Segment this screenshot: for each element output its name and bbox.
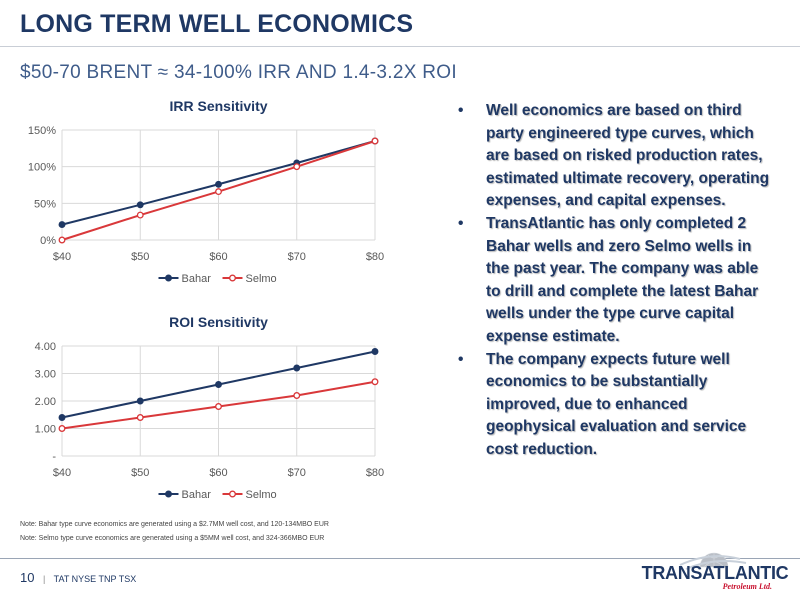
- chart-svg: IRR Sensitivity 0% 50% 100% 150% $40 $50 $60 $70…: [28, 98, 384, 285]
- legend-marker-selmo: [229, 490, 236, 498]
- logo-wordmark: TRANSATLANTIC: [642, 563, 789, 583]
- x-tick-label: $50: [131, 467, 149, 479]
- legend-marker-bahar: [165, 274, 172, 282]
- data-point-selmo: [371, 378, 379, 386]
- page-subtitle: $50-70 BRENT ≈ 34-100% IRR AND 1.4-3.2X …: [20, 62, 457, 83]
- chart-svg: ROI Sensitivity - 1.00 2.00 3.00 4.00 $40 $50 $6…: [35, 314, 385, 501]
- data-point-bahar: [136, 397, 144, 405]
- y-tick-label: 3.00: [35, 369, 56, 381]
- x-tick-label: $60: [209, 251, 227, 263]
- y-tick-label: 1.00: [35, 424, 56, 436]
- x-tick-label: $70: [288, 467, 306, 479]
- x-tick-label: $80: [366, 251, 384, 263]
- data-point-bahar: [371, 348, 379, 355]
- selmo-footnote: Note: Selmo type curve economics are gen…: [20, 535, 325, 542]
- bullet-item: • The company expects future well econom…: [456, 349, 776, 462]
- data-point-bahar: [136, 201, 144, 209]
- y-tick-label: 100%: [28, 162, 56, 174]
- bullet-text: The company expects future well economic…: [486, 350, 747, 458]
- data-point-bahar: [215, 381, 222, 388]
- legend-label-bahar: Bahar: [182, 273, 212, 285]
- bullet-marker: •: [458, 102, 464, 119]
- data-point-bahar: [58, 221, 66, 229]
- bullet-text: Well economics are based on third party …: [486, 102, 770, 210]
- footer-divider: [0, 558, 800, 559]
- data-point-selmo: [136, 211, 144, 219]
- bullet-item: • TransAtlantic has only completed 2 Bah…: [456, 213, 776, 349]
- y-tick-label: 2.00: [35, 396, 56, 408]
- y-tick-label: 50%: [34, 198, 56, 210]
- data-point-selmo: [371, 137, 379, 145]
- bullet-marker: •: [458, 350, 464, 368]
- x-tick-label: $80: [366, 467, 384, 479]
- footer: 10 | TAT NYSE TNP TSX: [20, 570, 136, 585]
- legend-label-bahar: Bahar: [182, 489, 212, 501]
- x-tick-label: $40: [53, 251, 71, 263]
- x-tick-label: $50: [131, 251, 149, 263]
- footer-separator: |: [42, 574, 46, 584]
- data-point-selmo: [58, 425, 66, 432]
- y-tick-label: -: [52, 451, 56, 463]
- chart-title: ROI Sensitivity: [169, 314, 268, 330]
- legend-label-selmo: Selmo: [246, 489, 277, 501]
- x-tick-label: $60: [209, 467, 227, 479]
- data-point-selmo: [58, 236, 66, 244]
- transatlantic-logo: TRANSATLANTIC Petroleum Ltd.: [642, 552, 789, 591]
- data-point-bahar: [215, 180, 222, 188]
- data-point-selmo: [136, 414, 144, 421]
- chart-title: IRR Sensitivity: [169, 98, 267, 114]
- bullet-marker: •: [458, 214, 464, 232]
- y-tick-label: 4.00: [35, 341, 56, 353]
- legend-marker-selmo: [229, 274, 236, 282]
- bullet-list: • Well economics are based on third part…: [456, 100, 776, 462]
- data-point-selmo: [215, 188, 222, 196]
- data-point-bahar: [58, 414, 66, 421]
- roi-sensitivity-chart: ROI Sensitivity - 1.00 2.00 3.00 4.00 $40 $50 $6…: [0, 308, 420, 523]
- x-tick-label: $70: [288, 251, 306, 263]
- y-tick-label: 0%: [40, 235, 56, 247]
- ticker-symbols: TAT NYSE TNP TSX: [53, 574, 137, 584]
- data-point-selmo: [215, 403, 222, 410]
- irr-sensitivity-chart: IRR Sensitivity 0% 50% 100% 150% $40 $50 $60 $70…: [0, 92, 420, 307]
- x-tick-label: $40: [53, 467, 71, 479]
- title-divider: [0, 46, 800, 47]
- data-point-selmo: [293, 392, 301, 399]
- page-title: LONG TERM WELL ECONOMICS: [20, 10, 414, 38]
- legend-label-selmo: Selmo: [246, 273, 277, 285]
- swoosh-icon: [679, 555, 747, 570]
- data-point-selmo: [293, 163, 301, 171]
- logo-tagline: Petroleum Ltd.: [723, 582, 772, 591]
- page-number: 10: [20, 570, 35, 585]
- y-tick-label: 150%: [28, 125, 56, 137]
- bahar-footnote: Note: Bahar type curve economics are gen…: [20, 521, 329, 528]
- legend-marker-bahar: [165, 490, 172, 498]
- bullet-item: • Well economics are based on third part…: [456, 100, 776, 213]
- bullet-text: TransAtlantic has only completed 2 Bahar…: [486, 214, 759, 345]
- data-point-bahar: [293, 364, 301, 372]
